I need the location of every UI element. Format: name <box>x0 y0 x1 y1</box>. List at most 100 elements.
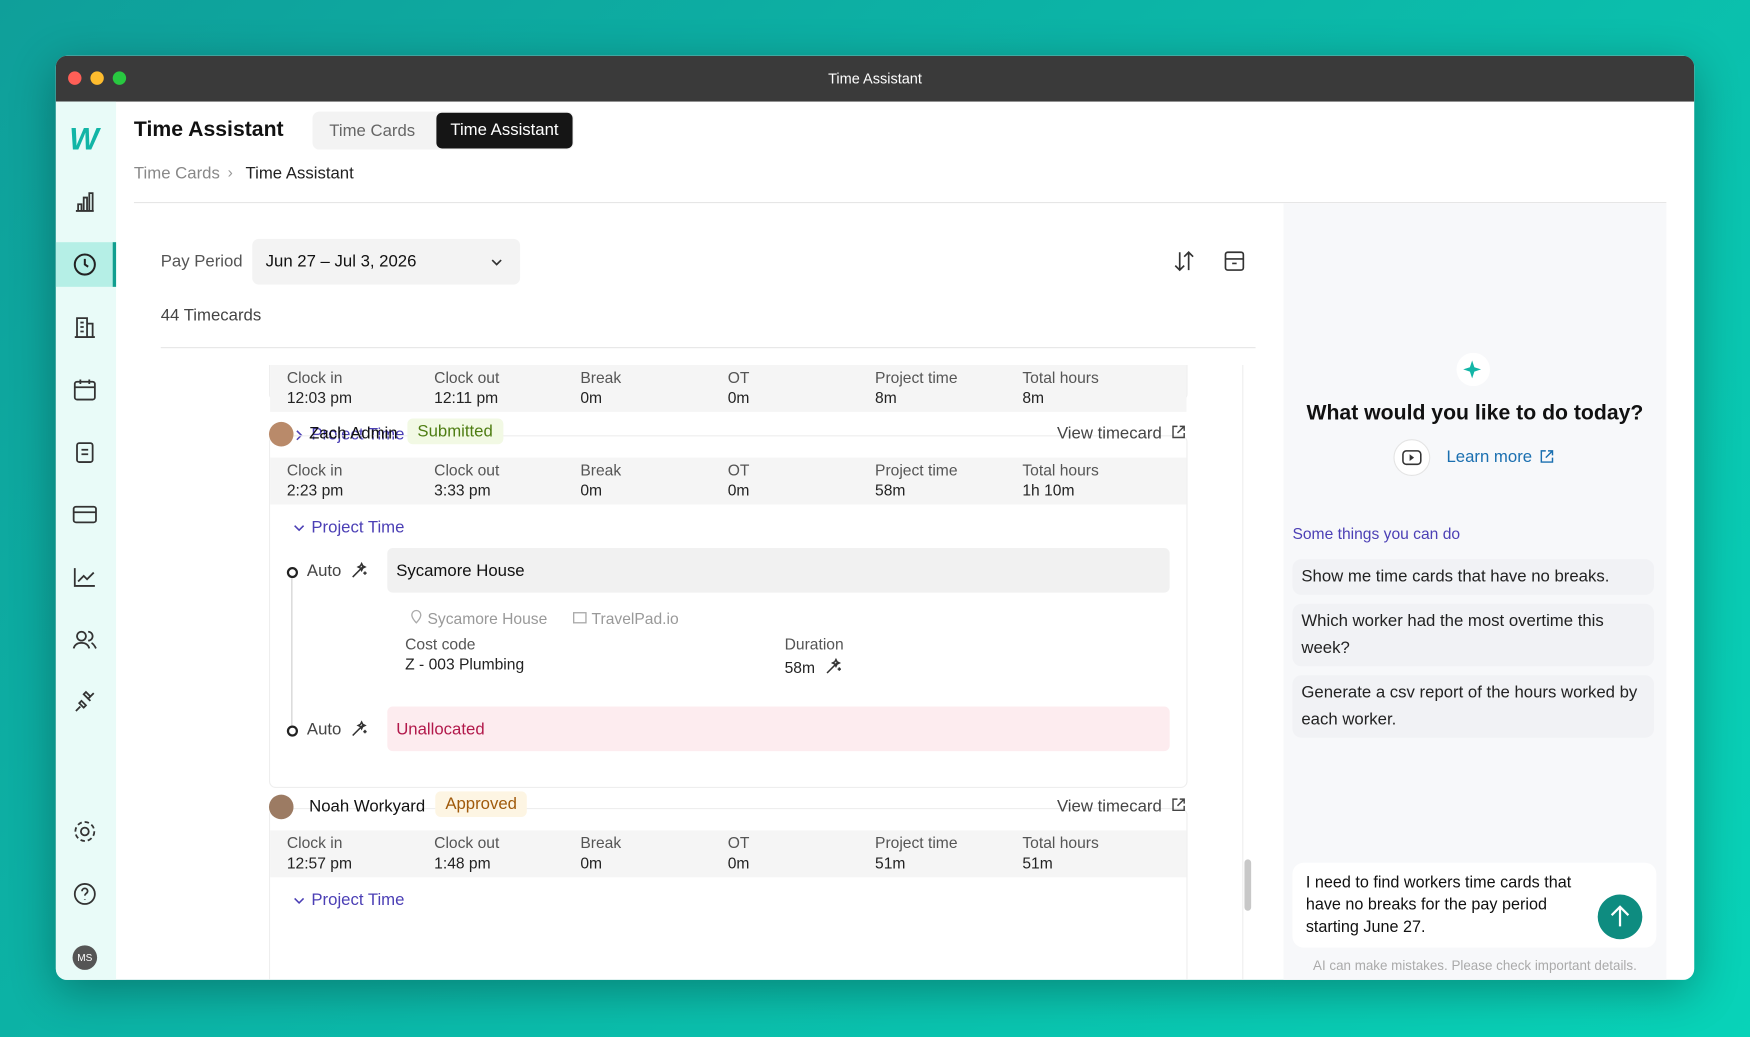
column-label: Clock out <box>434 368 500 387</box>
pay-period-value: Jun 27 – Jul 3, 2026 <box>265 252 417 272</box>
column-value: 58m <box>875 481 906 499</box>
column-label: Total hours <box>1022 368 1099 387</box>
column-label: Clock in <box>286 460 343 479</box>
sort-button[interactable] <box>1172 249 1197 274</box>
column-label: Total hours <box>1022 460 1099 479</box>
location: Sycamore House <box>427 609 548 628</box>
column-label: Clock out <box>434 833 500 852</box>
active-indicator <box>112 242 117 287</box>
suggestions-title: Some things you can do <box>1292 524 1461 543</box>
page-title: Time Assistant <box>133 118 284 142</box>
worker-avatar <box>268 794 294 820</box>
sidebar: W MS <box>55 101 117 980</box>
column-value: 0m <box>580 853 603 872</box>
calendar-icon[interactable] <box>71 376 98 403</box>
chat-input-text[interactable]: I need to find workers time cards that h… <box>1305 873 1572 937</box>
timecard <box>268 435 1188 788</box>
calculator-button[interactable] <box>1222 249 1247 274</box>
timecard-count: 44 Timecards <box>160 305 262 325</box>
worker-name: Zach Admin <box>309 424 398 444</box>
breadcrumb-separator: › <box>227 162 233 181</box>
duration: 58m <box>784 658 816 677</box>
expand-chevron <box>291 427 307 448</box>
view-timecard-link[interactable]: View timecard <box>1056 424 1162 444</box>
time-icon[interactable] <box>71 251 98 278</box>
tab-active[interactable]: Time Assistant <box>436 112 573 149</box>
user-avatar[interactable]: MS <box>72 945 98 970</box>
logo[interactable]: W <box>69 121 99 157</box>
chat-input[interactable] <box>1292 862 1657 948</box>
reports-icon[interactable] <box>71 189 98 216</box>
timeline-node <box>286 565 299 585</box>
scroll-thumb[interactable] <box>1244 859 1252 911</box>
trend-icon[interactable] <box>71 564 98 591</box>
minimize-button[interactable] <box>90 71 104 85</box>
integrations-icon[interactable] <box>71 689 98 716</box>
window-title: Time Assistant <box>828 70 922 88</box>
source: TravelPad.io <box>591 609 679 628</box>
column-value: 8m <box>1022 388 1045 407</box>
column-label: Project time <box>875 368 958 387</box>
buildings-icon[interactable] <box>71 314 98 341</box>
duration-label: Duration <box>784 635 844 653</box>
allocation-bar <box>387 706 1170 752</box>
breadcrumb-link[interactable]: Time Cards <box>133 164 220 184</box>
settings-icon[interactable] <box>71 818 98 845</box>
suggestion[interactable]: Show me time cards that have no breaks. <box>1292 559 1655 595</box>
column-value: 0m <box>727 388 750 407</box>
column-label: Break <box>580 368 622 387</box>
zoom-button[interactable] <box>112 71 127 85</box>
allocation-mode: Auto <box>306 719 342 739</box>
column-value: 1:48 pm <box>434 853 491 872</box>
expand-chevron <box>291 520 307 541</box>
column-value: 12:11 pm <box>434 388 499 407</box>
help-icon[interactable] <box>71 881 98 908</box>
allocation-label: Unallocated <box>396 719 485 739</box>
column-label: Clock in <box>286 368 343 387</box>
assistant-question: What would you like to do today? <box>1306 401 1644 426</box>
column-value: 12:57 pm <box>286 853 352 872</box>
column-value: 51m <box>875 853 906 872</box>
pay-period-select[interactable] <box>252 238 521 285</box>
summary-row <box>270 457 1187 505</box>
project-time-toggle[interactable]: Project Time <box>311 890 405 910</box>
clipboard-icon[interactable] <box>71 439 98 466</box>
column-value: 0m <box>727 481 750 499</box>
people-icon[interactable] <box>71 626 98 653</box>
column-label: Project time <box>875 460 958 479</box>
video-button[interactable] <box>1393 439 1431 477</box>
learn-more-link[interactable]: Learn more <box>1446 447 1533 467</box>
worker-name: Noah Workyard <box>309 796 426 816</box>
column-value: 0m <box>580 481 603 499</box>
suggestion[interactable]: Generate a csv report of the hours worke… <box>1292 675 1655 738</box>
project-time-toggle[interactable]: Project Time <box>311 517 405 537</box>
breadcrumb-current: Time Assistant <box>245 164 354 184</box>
allocation-bar <box>387 548 1170 593</box>
allocation-label: Sycamore House <box>396 561 525 581</box>
column-label: Clock in <box>286 833 343 852</box>
view-timecard-link[interactable]: View timecard <box>1056 796 1162 816</box>
column-label: OT <box>727 368 750 387</box>
header-divider <box>133 202 1667 204</box>
scrollbar <box>1242 364 1257 980</box>
column-label: Total hours <box>1022 833 1099 852</box>
allocation-mode: Auto <box>306 561 342 581</box>
list-divider <box>160 347 1256 349</box>
summary-row <box>270 830 1187 878</box>
auto-wand-icon <box>825 657 844 682</box>
column-value: 3:33 pm <box>434 481 491 499</box>
close-button[interactable] <box>68 71 82 85</box>
card-icon[interactable] <box>71 501 98 528</box>
column-value: 1h 10m <box>1022 481 1075 499</box>
cost-code-label: Cost code <box>405 635 476 653</box>
project-time-toggle[interactable]: Project Time <box>311 425 405 445</box>
tab[interactable]: Time Cards <box>329 121 416 141</box>
column-label: Break <box>580 833 622 852</box>
suggestion[interactable]: Which worker had the most overtime this … <box>1292 603 1655 667</box>
summary-row <box>270 364 1187 412</box>
column-label: OT <box>727 460 750 479</box>
worker-avatar <box>268 421 294 447</box>
send-button[interactable] <box>1597 894 1643 940</box>
